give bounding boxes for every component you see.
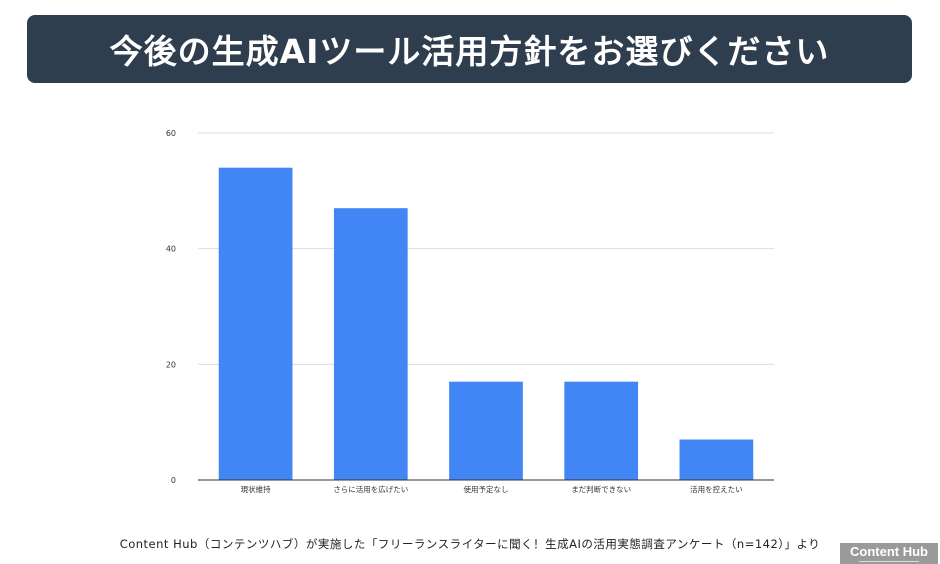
bar-chart: 0 20 40 60 現状維持 さらに活用を広げたい 使用予定なし まだ判断できない 活用を控え… [166,129,774,494]
content-hub-logo: Content Hub [840,543,938,564]
y-tick-label-0: 0 [171,476,176,485]
bar-4 [564,381,639,480]
chart-title: 今後の生成AIツール活用方針をお選びください [109,32,830,71]
x-tick-label-4: まだ判断できない [571,484,631,494]
x-tick-label-5: 活用を控えたい [690,484,743,494]
bar-5 [679,439,754,480]
y-tick-label-40: 40 [166,245,176,254]
bar-3 [449,381,523,480]
x-tick-label-3: 使用予定なし [464,484,509,494]
logo-text: Content Hub [850,544,928,559]
y-tick-label-60: 60 [166,129,176,138]
bar-2 [333,208,408,480]
bar-1 [218,167,293,480]
logo-tagline-mark [840,561,938,563]
x-tick-label-2: さらに活用を広げたい [333,484,408,494]
x-tick-label-1: 現状維持 [241,484,271,494]
y-tick-label-20: 20 [166,360,176,369]
source-note: Content Hub（コンテンツハブ）が実施した「フリーランスライターに聞く！… [119,537,821,551]
title-banner: 今後の生成AIツール活用方針をお選びください [27,15,912,83]
